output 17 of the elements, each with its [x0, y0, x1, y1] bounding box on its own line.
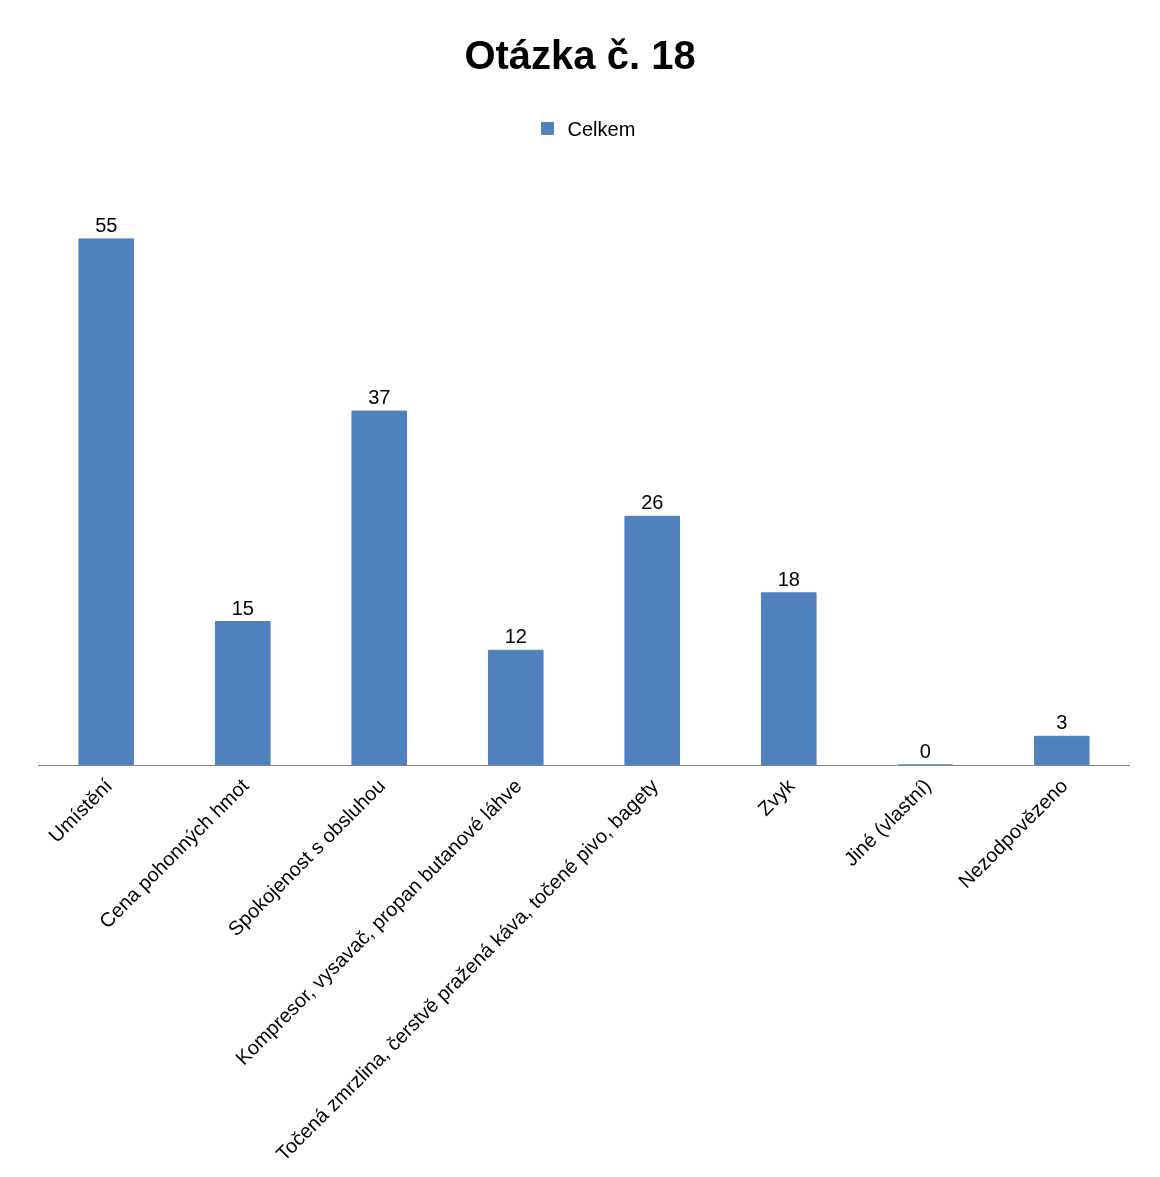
bar: [351, 410, 408, 765]
data-label: 18: [777, 567, 800, 590]
data-label: 3: [1056, 711, 1068, 734]
data-label: 37: [368, 386, 391, 409]
bar: [487, 649, 544, 765]
data-label: 12: [504, 625, 527, 648]
bar: [78, 238, 135, 765]
legend-label: Celkem: [567, 118, 636, 141]
bar: [214, 621, 271, 765]
data-label: 0: [919, 740, 931, 762]
data-label: 26: [641, 491, 664, 514]
chart-title: Otázka č. 18: [464, 33, 696, 78]
bar: [760, 592, 817, 765]
data-label: 55: [95, 213, 118, 236]
data-label: 15: [231, 596, 254, 619]
bar: [1033, 735, 1090, 765]
bar: [624, 515, 681, 765]
